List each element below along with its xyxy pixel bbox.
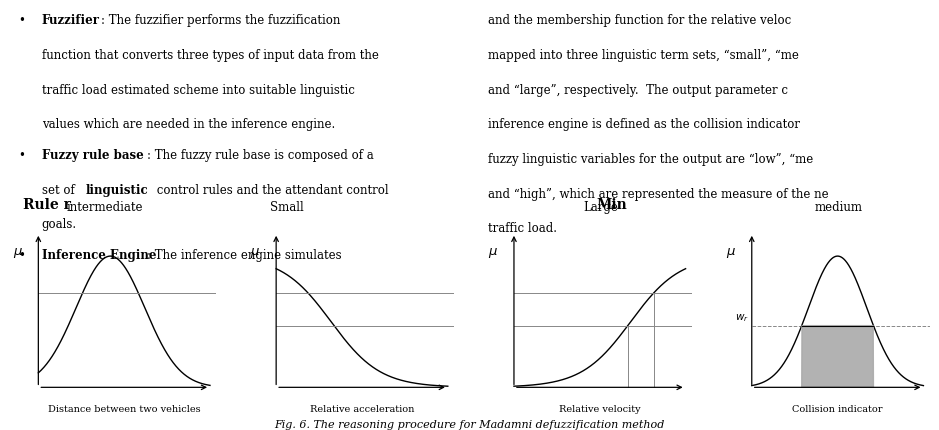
Text: fuzzy linguistic variables for the output are “low”, “me: fuzzy linguistic variables for the outpu… (488, 153, 813, 166)
Text: inference engine is defined as the collision indicator: inference engine is defined as the colli… (488, 118, 800, 131)
Text: intermediate: intermediate (67, 201, 143, 214)
Text: : The fuzzifier performs the fuzzification: : The fuzzifier performs the fuzzificati… (101, 14, 341, 28)
Text: medium: medium (815, 201, 863, 214)
Text: and “high”, which are represented the measure of the ne: and “high”, which are represented the me… (488, 187, 828, 201)
Text: Min: Min (596, 197, 627, 212)
Text: goals.: goals. (41, 218, 77, 231)
Text: $w_r$: $w_r$ (735, 312, 749, 324)
Text: $\mu$: $\mu$ (251, 246, 260, 260)
Text: Inference Engine: Inference Engine (41, 249, 156, 262)
Text: $\mu$: $\mu$ (488, 246, 499, 260)
Text: Small: Small (269, 201, 303, 214)
Text: set of: set of (41, 184, 78, 197)
Text: : The fuzzy rule base is composed of a: : The fuzzy rule base is composed of a (147, 149, 374, 162)
Text: and “large”, respectively.  The output parameter c: and “large”, respectively. The output pa… (488, 84, 788, 97)
Text: and the membership function for the relative veloc: and the membership function for the rela… (488, 14, 792, 28)
Text: Large: Large (583, 201, 618, 214)
Text: Fuzzifier: Fuzzifier (41, 14, 100, 28)
Text: Fig. 6. The reasoning procedure for Madamni defuzzification method: Fig. 6. The reasoning procedure for Mada… (274, 420, 665, 430)
Text: function that converts three types of input data from the: function that converts three types of in… (41, 49, 378, 62)
Text: linguistic: linguistic (85, 184, 148, 197)
Text: Relative acceleration: Relative acceleration (310, 405, 414, 414)
Text: Rule r: Rule r (23, 197, 71, 212)
Text: traffic load estimated scheme into suitable linguistic: traffic load estimated scheme into suita… (41, 84, 355, 97)
Text: traffic load.: traffic load. (488, 222, 557, 235)
Polygon shape (802, 326, 873, 387)
Text: : The inference engine simulates: : The inference engine simulates (147, 249, 342, 262)
Text: Distance between two vehicles: Distance between two vehicles (48, 405, 200, 414)
Text: $\mu$: $\mu$ (12, 246, 23, 260)
Text: •: • (19, 149, 29, 162)
Text: values which are needed in the inference engine.: values which are needed in the inference… (41, 118, 335, 131)
Text: control rules and the attendant control: control rules and the attendant control (153, 184, 389, 197)
Text: •: • (19, 14, 29, 28)
Text: •: • (19, 249, 29, 262)
Text: Relative velocity: Relative velocity (559, 405, 640, 414)
Text: $\mu$: $\mu$ (726, 246, 736, 260)
Text: Collision indicator: Collision indicator (793, 405, 883, 414)
Text: mapped into three linguistic term sets, “small”, “me: mapped into three linguistic term sets, … (488, 49, 799, 62)
Text: Fuzzy rule base: Fuzzy rule base (41, 149, 144, 162)
